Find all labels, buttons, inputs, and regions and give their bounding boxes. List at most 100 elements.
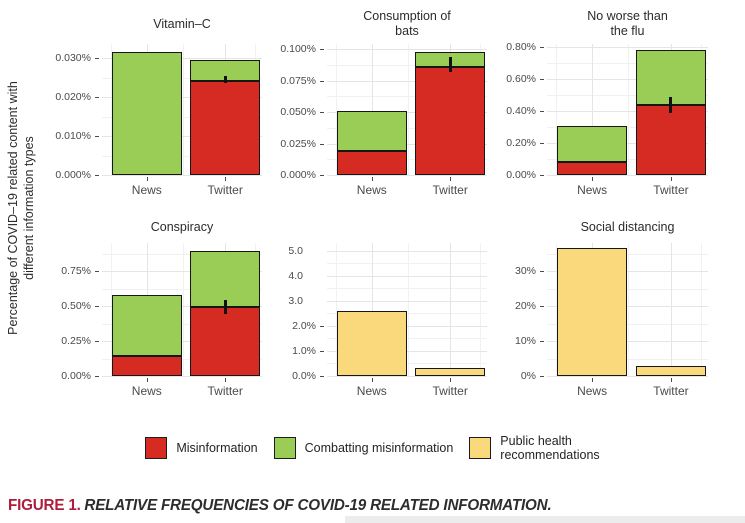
y-tick-label: 4.0 xyxy=(288,269,303,282)
grid-line-minor xyxy=(102,77,262,79)
y-tick-label: 0.25% xyxy=(61,335,91,347)
y-tick-label: 0.00% xyxy=(61,370,91,382)
grid-line-major xyxy=(547,111,708,113)
grid-line-major xyxy=(327,300,487,302)
grid-line-minor xyxy=(547,95,708,97)
caption-text: RELATIVE FREQUENCIES OF COVID-19 RELATED… xyxy=(84,497,552,514)
grid-line-major-vertical xyxy=(592,44,594,175)
y-tick-label: 0.75% xyxy=(61,265,91,277)
grid-line-minor xyxy=(327,263,487,265)
y-tick-label: 20% xyxy=(514,300,536,312)
bar-segment-misinformation xyxy=(556,162,628,175)
y-tick-mark xyxy=(95,58,99,60)
y-tick-mark xyxy=(95,97,99,99)
x-tick-mark xyxy=(225,378,227,382)
grid-line-minor-vertical xyxy=(628,44,630,175)
x-tick-mark xyxy=(146,177,148,181)
bar-segment-combatting_misinformation xyxy=(556,125,628,163)
y-tick-label: 0.40% xyxy=(506,105,536,118)
grid-line-minor xyxy=(327,313,487,315)
public-health-recommendations-swatch-icon xyxy=(469,437,492,460)
legend-label: Combatting misinformation xyxy=(304,441,454,456)
error-bar xyxy=(223,299,227,315)
grid-line-minor-vertical xyxy=(479,243,481,376)
misinformation-swatch-icon xyxy=(145,437,168,460)
y-tick-label: 0.010% xyxy=(55,130,91,142)
panel-title: Conspiracy xyxy=(150,219,214,234)
x-tick-label: Twitter xyxy=(653,384,689,398)
grid-line-minor-vertical xyxy=(555,243,557,376)
grid-line-minor xyxy=(547,288,708,290)
bar-segment-combatting_misinformation xyxy=(336,110,407,152)
y-tick-mark xyxy=(95,271,99,272)
grid-line-major xyxy=(547,47,708,49)
y-tick-label: 0.025% xyxy=(280,137,316,150)
y-tick-mark xyxy=(95,175,99,176)
grid-line-major-vertical xyxy=(450,243,452,376)
grid-line-major xyxy=(327,350,487,352)
bar-segment-combatting_misinformation xyxy=(190,251,261,308)
x-tick-mark xyxy=(592,378,594,382)
x-tick-label: News xyxy=(356,384,387,398)
y-tick-mark xyxy=(95,376,99,377)
grid-line-major xyxy=(327,325,487,327)
y-tick-mark xyxy=(320,112,324,114)
y-tick-mark xyxy=(320,376,324,377)
grid-line-minor xyxy=(327,127,487,129)
bar-segment-combatting_misinformation xyxy=(111,52,182,175)
legend-item-combatting-misinformation: Combatting misinformation xyxy=(273,437,454,460)
bar-segment-misinformation xyxy=(111,356,182,376)
bar-segment-misinformation xyxy=(190,81,261,175)
grid-line-minor-vertical xyxy=(407,44,409,175)
y-tick-mark xyxy=(320,49,324,51)
grid-line-minor xyxy=(327,64,487,66)
y-tick-label: 0.075% xyxy=(280,74,316,87)
y-tick-mark xyxy=(540,143,544,145)
plot-area xyxy=(547,243,708,377)
grid-line-major xyxy=(327,275,487,277)
y-tick-mark xyxy=(540,111,544,113)
bar-segment-public_health_recommendations xyxy=(336,310,407,376)
grid-line-major xyxy=(547,341,708,342)
grid-line-major xyxy=(327,175,487,176)
bar-segment-public_health_recommendations xyxy=(415,368,486,376)
grid-line-major-vertical xyxy=(371,243,373,376)
grid-line-major xyxy=(327,49,487,51)
grid-line-major xyxy=(547,175,708,176)
grid-line-major xyxy=(102,306,262,307)
x-tick-label: News xyxy=(577,384,608,398)
y-tick-label: 0.100% xyxy=(280,43,316,56)
y-tick-mark xyxy=(320,175,324,176)
grid-line-minor xyxy=(547,127,708,129)
grid-line-minor xyxy=(547,159,708,161)
bar-segment-public_health_recommendations xyxy=(635,365,707,376)
error-bar xyxy=(223,75,227,83)
x-tick-mark xyxy=(371,177,373,181)
x-tick-mark xyxy=(670,378,672,382)
grid-line-major xyxy=(547,143,708,145)
grid-line-major xyxy=(547,376,708,377)
x-tick-label: News xyxy=(131,183,162,197)
y-tick-mark xyxy=(540,175,544,176)
x-tick-label: Twitter xyxy=(207,183,243,197)
x-tick-label: Twitter xyxy=(432,384,468,398)
grid-line-minor xyxy=(102,155,262,157)
x-tick-mark xyxy=(450,177,452,181)
y-tick-mark xyxy=(320,80,324,82)
x-tick-mark xyxy=(592,177,594,181)
panel-title: Consumption of bats xyxy=(363,9,451,38)
grid-line-minor-vertical xyxy=(110,243,112,376)
error-bar xyxy=(669,96,673,113)
x-tick-mark xyxy=(670,177,672,181)
y-tick-mark xyxy=(540,306,544,307)
plot-area xyxy=(547,44,708,176)
x-tick-label: Twitter xyxy=(207,384,243,398)
grid-line-major xyxy=(547,79,708,81)
plot-area xyxy=(102,243,262,377)
grid-line-minor xyxy=(547,63,708,65)
grid-line-minor xyxy=(327,288,487,290)
